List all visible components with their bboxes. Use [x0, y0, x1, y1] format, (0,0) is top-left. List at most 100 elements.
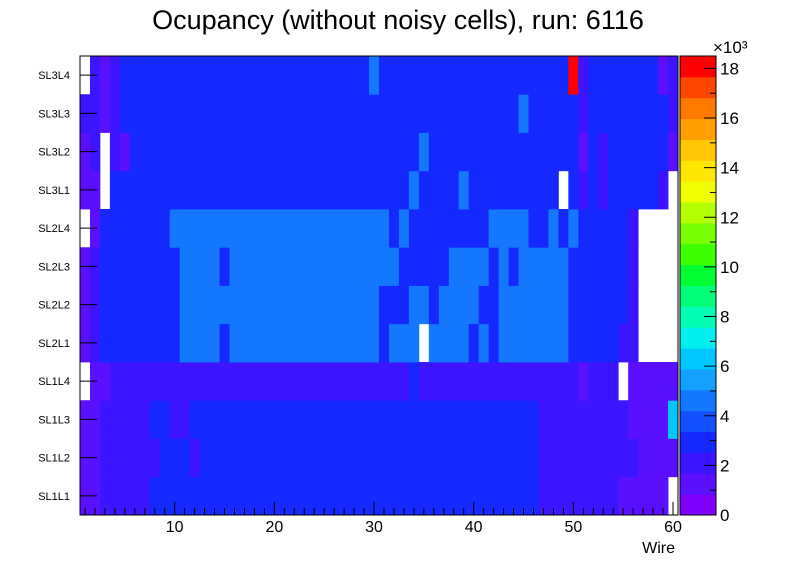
palette-tick-label: 0 [720, 506, 729, 525]
heatmap-cell [249, 132, 260, 172]
heatmap-cell [588, 438, 599, 478]
heatmap-cell [219, 476, 230, 516]
heatmap-cell [229, 438, 240, 478]
palette-tick-label: 2 [720, 456, 729, 475]
heatmap-cell [538, 400, 549, 439]
heatmap-cell [508, 476, 519, 516]
heatmap-cell [448, 438, 460, 478]
heatmap-cell [299, 247, 310, 286]
heatmap-cell [199, 132, 210, 172]
heatmap-cell [199, 400, 210, 439]
heatmap-cell [408, 56, 420, 95]
heatmap-cell [319, 132, 330, 172]
heatmap-cell [588, 362, 599, 401]
heatmap-cell [618, 56, 629, 95]
heatmap-cell [578, 132, 589, 172]
heatmap-cell [398, 132, 410, 172]
heatmap-cell [229, 362, 240, 401]
heatmap-cell [139, 323, 151, 363]
heatmap-cell [319, 285, 330, 325]
heatmap-cell [418, 170, 430, 210]
heatmap-cell [129, 362, 141, 401]
heatmap-cell [359, 94, 370, 133]
palette-swatch [680, 494, 716, 516]
heatmap-cell [229, 132, 240, 172]
heatmap-cell [628, 285, 639, 325]
heatmap-cell [398, 94, 410, 133]
heatmap-cell [408, 170, 420, 210]
heatmap-cell [269, 247, 280, 286]
heatmap-cell [299, 323, 310, 363]
heatmap-cell [119, 285, 131, 325]
heatmap-cell [418, 56, 430, 95]
heatmap-cell [379, 247, 390, 286]
palette-tick-label: 8 [720, 308, 729, 327]
heatmap-cell [139, 438, 151, 478]
heatmap-cell [239, 476, 250, 516]
heatmap-cell [329, 247, 340, 286]
heatmap-cell [159, 56, 171, 95]
heatmap-cell [329, 323, 340, 363]
heatmap-cell [339, 285, 350, 325]
heatmap-cell [129, 323, 141, 363]
heatmap-cell [249, 476, 260, 516]
heatmap-cell [349, 170, 360, 210]
heatmap-cell [239, 362, 250, 401]
heatmap-cell [109, 400, 121, 439]
heatmap-cell [139, 247, 151, 286]
heatmap-cell [189, 438, 200, 478]
heatmap-cell [408, 285, 420, 325]
palette-tick-label: 6 [720, 357, 729, 376]
heatmap-cell [179, 209, 191, 248]
heatmap-cell [428, 94, 440, 133]
heatmap-cell [379, 132, 390, 172]
heatmap-cell [608, 56, 619, 95]
heatmap-cell [369, 209, 380, 248]
heatmap-cell [508, 94, 519, 133]
heatmap-cell [369, 438, 380, 478]
heatmap-cell [408, 438, 420, 478]
heatmap-cell [608, 94, 619, 133]
heatmap-cell [498, 400, 509, 439]
heatmap-cell [309, 323, 320, 363]
heatmap-cell [189, 400, 200, 439]
heatmap-cell [199, 476, 210, 516]
heatmap-cell [229, 56, 240, 95]
heatmap-cell [558, 56, 569, 95]
x-axis: 10 20 30 40 50 60 [84, 502, 682, 536]
palette-swatch [680, 431, 716, 453]
heatmap-cell [219, 285, 230, 325]
heatmap-cell [618, 285, 629, 325]
heatmap-cell [518, 247, 529, 286]
heatmap-cell [119, 170, 131, 210]
heatmap-cell [498, 285, 509, 325]
heatmap-cell [159, 362, 171, 401]
palette-swatch [680, 56, 716, 78]
heatmap-cell [139, 362, 151, 401]
heatmap-cell [598, 56, 609, 95]
heatmap-cell [558, 94, 569, 133]
palette-swatch [680, 410, 716, 433]
heatmap-cell [478, 56, 490, 95]
heatmap-cell [418, 247, 430, 286]
heatmap-cell [369, 285, 380, 325]
heatmap-cell [488, 56, 499, 95]
heatmap-cell [279, 94, 290, 133]
heatmap-cell [379, 400, 390, 439]
heatmap-cell [359, 132, 370, 172]
heatmap-cell [528, 476, 539, 516]
heatmap-cell [538, 438, 549, 478]
heatmap-cell [229, 285, 240, 325]
heatmap-cell [458, 362, 470, 401]
heatmap-cell [518, 323, 529, 363]
heatmap-cell [398, 476, 410, 516]
heatmap-cell [299, 438, 310, 478]
palette-tick-label: 18 [720, 59, 739, 78]
heatmap-cell [458, 476, 470, 516]
heatmap-cell [169, 56, 181, 95]
heatmap-cell [169, 170, 181, 210]
heatmap-cell [209, 209, 220, 248]
heatmap-cell [488, 285, 499, 325]
heatmap-cell [249, 209, 260, 248]
heatmap-cell [388, 438, 400, 478]
